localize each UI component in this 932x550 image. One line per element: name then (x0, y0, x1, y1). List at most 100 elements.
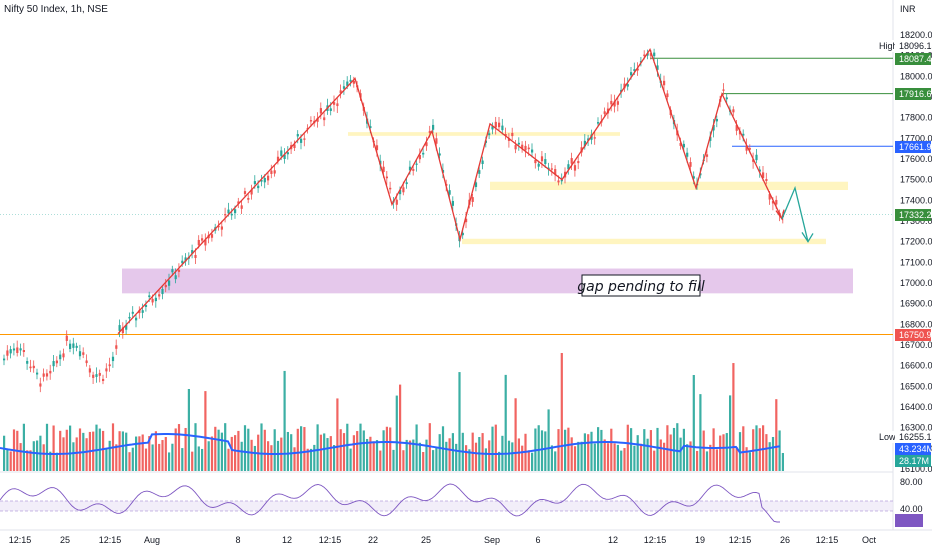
volume-bar (679, 437, 682, 471)
annotation-box (581, 274, 701, 297)
candle (771, 201, 775, 204)
candle (491, 126, 494, 130)
candle (471, 197, 474, 202)
volume-bar (745, 447, 748, 471)
candle (12, 348, 16, 351)
candle (128, 316, 131, 319)
candle (39, 383, 42, 387)
volume-bar (148, 436, 151, 471)
candle (610, 100, 613, 105)
candle (78, 351, 82, 357)
candle (587, 138, 590, 141)
candle (653, 52, 656, 57)
volume-bar (197, 446, 200, 471)
time-tick: 12:15 (816, 535, 839, 545)
candle (303, 138, 306, 140)
price-tick: 17200.00 (900, 237, 932, 247)
candle (75, 345, 78, 348)
volume-bar (273, 429, 276, 471)
volume-bar (32, 441, 35, 471)
candle (65, 335, 68, 341)
price-tag-value: 43.234M (899, 444, 932, 454)
volume-bar (613, 443, 616, 471)
volume-bar (395, 395, 398, 471)
candle (722, 89, 725, 91)
volume-bar (778, 430, 781, 471)
candle (692, 176, 695, 179)
volume-bar (765, 434, 768, 471)
volume-bar (491, 426, 494, 471)
candle (603, 111, 606, 114)
volume-bar (131, 447, 134, 471)
candle (415, 163, 418, 165)
volume-bar (336, 398, 339, 471)
candle (3, 358, 6, 361)
candle (405, 182, 408, 185)
candle (85, 360, 88, 364)
volume-bar (356, 431, 359, 471)
candle (478, 170, 481, 174)
time-tick: 22 (368, 535, 378, 545)
candle (679, 142, 682, 146)
volume-bar (435, 447, 438, 471)
volume-bar (583, 433, 586, 471)
candle (534, 159, 537, 164)
rsi-line (0, 483, 780, 523)
price-tick: 17500.00 (900, 175, 932, 185)
volume-bar (227, 448, 230, 471)
volume-bar (105, 449, 108, 471)
volume-bar (362, 430, 365, 471)
candle (9, 349, 12, 354)
volume-bar (102, 430, 105, 471)
volume-bar (42, 444, 45, 471)
rsi-tick: 80.00 (900, 477, 923, 487)
volume-bar (220, 432, 223, 471)
price-tick: 17700.00 (900, 133, 932, 143)
candle (177, 269, 181, 272)
volume-bar (85, 438, 88, 471)
volume-bar (402, 450, 405, 471)
volume-bar (719, 435, 722, 471)
time-tick: 26 (780, 535, 790, 545)
volume-bar (775, 399, 778, 471)
time-tick: 12:15 (99, 535, 122, 545)
candle (550, 168, 553, 170)
price-tag: 18087.40 (895, 53, 932, 65)
candle (375, 145, 379, 151)
volume-bar (663, 442, 666, 471)
volume-bar (263, 429, 266, 471)
candle (273, 170, 276, 174)
volume-bar (646, 438, 649, 471)
time-tick: 12:15 (644, 535, 667, 545)
candle (412, 169, 415, 171)
volume-bar (771, 436, 775, 471)
candle (504, 134, 507, 136)
volume-bar (316, 424, 319, 471)
volume-bar (323, 433, 326, 471)
volume-bar (418, 442, 421, 471)
volume-bar (438, 434, 441, 471)
volume-bar (408, 440, 412, 471)
volume-bar (735, 447, 738, 471)
volume-bar (507, 440, 511, 471)
price-tag: 16750.95 (895, 329, 932, 341)
volume-bar (484, 448, 487, 471)
volume-bar (270, 445, 273, 471)
candle (276, 156, 280, 162)
candle (220, 226, 223, 230)
candle (201, 238, 204, 241)
volume-bar (580, 441, 583, 471)
candle (583, 140, 586, 147)
candle (597, 122, 600, 124)
candle (32, 365, 35, 369)
price-tick: 16400.00 (900, 402, 932, 412)
price-tag-value: 16255.15 (899, 432, 932, 442)
candle (293, 144, 296, 149)
volume-bar (412, 439, 415, 471)
candle (333, 102, 336, 105)
volume-bar (649, 430, 652, 471)
volume-bar (514, 398, 517, 471)
volume-bar (276, 440, 280, 471)
candle (425, 142, 428, 147)
